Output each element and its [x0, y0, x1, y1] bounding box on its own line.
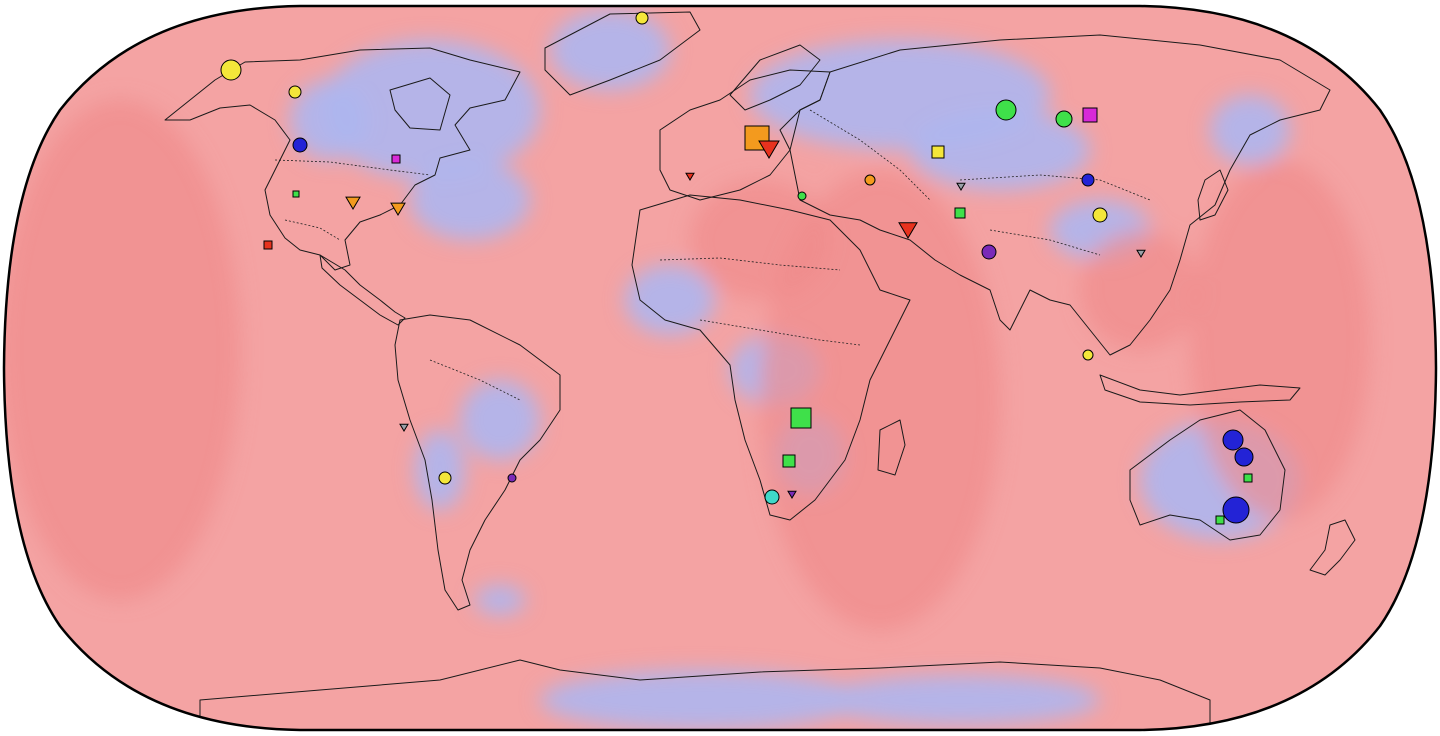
purple-circle-marker-8: [981, 244, 997, 260]
coast-north-america: [164, 47, 521, 271]
red-square-marker-26: [263, 240, 273, 250]
cool-anomaly-patch-11: [540, 670, 860, 730]
coast-greenland: [544, 11, 701, 96]
green-square-marker-20: [782, 454, 796, 468]
warm-anomaly-patch-20: [690, 180, 830, 300]
coast-africa: [631, 194, 911, 521]
red-triangle-marker-31: [758, 140, 780, 159]
green-circle-marker-5: [1055, 110, 1073, 128]
map-outline: [2, 4, 1438, 732]
cool-anomaly-patch-4: [910, 110, 1090, 190]
yellow-circle-marker-1: [635, 11, 649, 25]
coast-europe: [659, 69, 831, 201]
warm-anomaly-patch-18: [760, 170, 1000, 630]
country-borders: [274, 109, 1151, 401]
grey-triangle-marker-34: [399, 423, 409, 432]
cool-anomaly-patch-12: [820, 675, 1100, 725]
magenta-square-marker-21: [1082, 107, 1098, 123]
border-asia-b: [989, 229, 1101, 256]
station-markers: [220, 11, 1254, 525]
cool-anomaly-patch-16: [475, 585, 525, 615]
orange-circle-marker-14: [864, 174, 876, 186]
magenta-square-marker-24: [391, 154, 401, 164]
yellow-circle-marker-15: [438, 471, 452, 485]
border-asia-a: [959, 174, 1151, 201]
border-africa-b: [699, 319, 861, 346]
green-square-marker-19: [790, 407, 812, 429]
cool-anomaly-patch-10: [415, 430, 465, 510]
coast-scandinavia: [729, 44, 821, 111]
yellow-circle-marker-2: [288, 85, 302, 99]
green-square-marker-28: [1215, 515, 1225, 525]
purple-circle-marker-16: [507, 473, 517, 483]
warm-anomaly-patch-19: [1190, 160, 1370, 520]
cool-anomaly-patch-0: [320, 40, 540, 180]
green-square-marker-23: [954, 207, 966, 219]
blue-circle-marker-11: [1222, 496, 1250, 524]
green-circle-marker-17: [797, 191, 807, 201]
border-south-america: [429, 359, 521, 401]
coast-new-zealand: [1309, 519, 1356, 576]
teal-circle-marker-12: [764, 489, 780, 505]
coast-south-america: [394, 314, 561, 611]
green-square-marker-27: [1243, 473, 1253, 483]
coast-central-america: [319, 254, 406, 326]
blue-circle-marker-6: [1081, 173, 1095, 187]
coast-asia: [789, 34, 1331, 356]
purple-triangle-marker-36: [787, 490, 797, 499]
grey-triangle-marker-35: [1136, 249, 1146, 258]
blue-circle-marker-10: [1234, 447, 1254, 467]
coast-australia: [1129, 409, 1286, 541]
coast-indonesia: [1099, 374, 1301, 406]
warm-anomaly-patch-17: [4, 100, 240, 600]
orange-triangle-marker-30: [345, 196, 361, 210]
green-circle-marker-4: [995, 99, 1017, 121]
cool-anomaly-patch-13: [460, 380, 540, 460]
warm-anomaly-patch-21: [1080, 230, 1200, 350]
yellow-circle-marker-0: [220, 59, 242, 81]
anomaly-patches: [4, 10, 1370, 730]
green-square-marker-25: [292, 190, 300, 198]
red-triangle-marker-32: [898, 222, 918, 239]
blue-circle-marker-3: [292, 137, 308, 153]
cool-anomaly-patch-5: [1210, 95, 1290, 165]
yellow-circle-marker-7: [1092, 207, 1108, 223]
cool-anomaly-patch-14: [290, 80, 370, 160]
red-triangle-marker-37: [685, 172, 695, 181]
grey-triangle-marker-33: [956, 182, 966, 191]
border-europe-asia: [809, 109, 931, 201]
coast-japan: [1197, 169, 1229, 221]
blue-circle-marker-9: [1222, 429, 1244, 451]
coast-hudson-bay: [389, 77, 451, 131]
coast-madagascar: [877, 419, 906, 476]
yellow-circle-marker-13: [1082, 349, 1094, 361]
cool-anomaly-patch-1: [410, 160, 530, 240]
yellow-square-marker-22: [931, 145, 945, 159]
border-us-canada: [274, 159, 431, 176]
cool-anomaly-patch-6: [625, 265, 715, 335]
orange-triangle-marker-29: [390, 202, 406, 216]
cool-anomaly-patch-2: [550, 10, 670, 90]
